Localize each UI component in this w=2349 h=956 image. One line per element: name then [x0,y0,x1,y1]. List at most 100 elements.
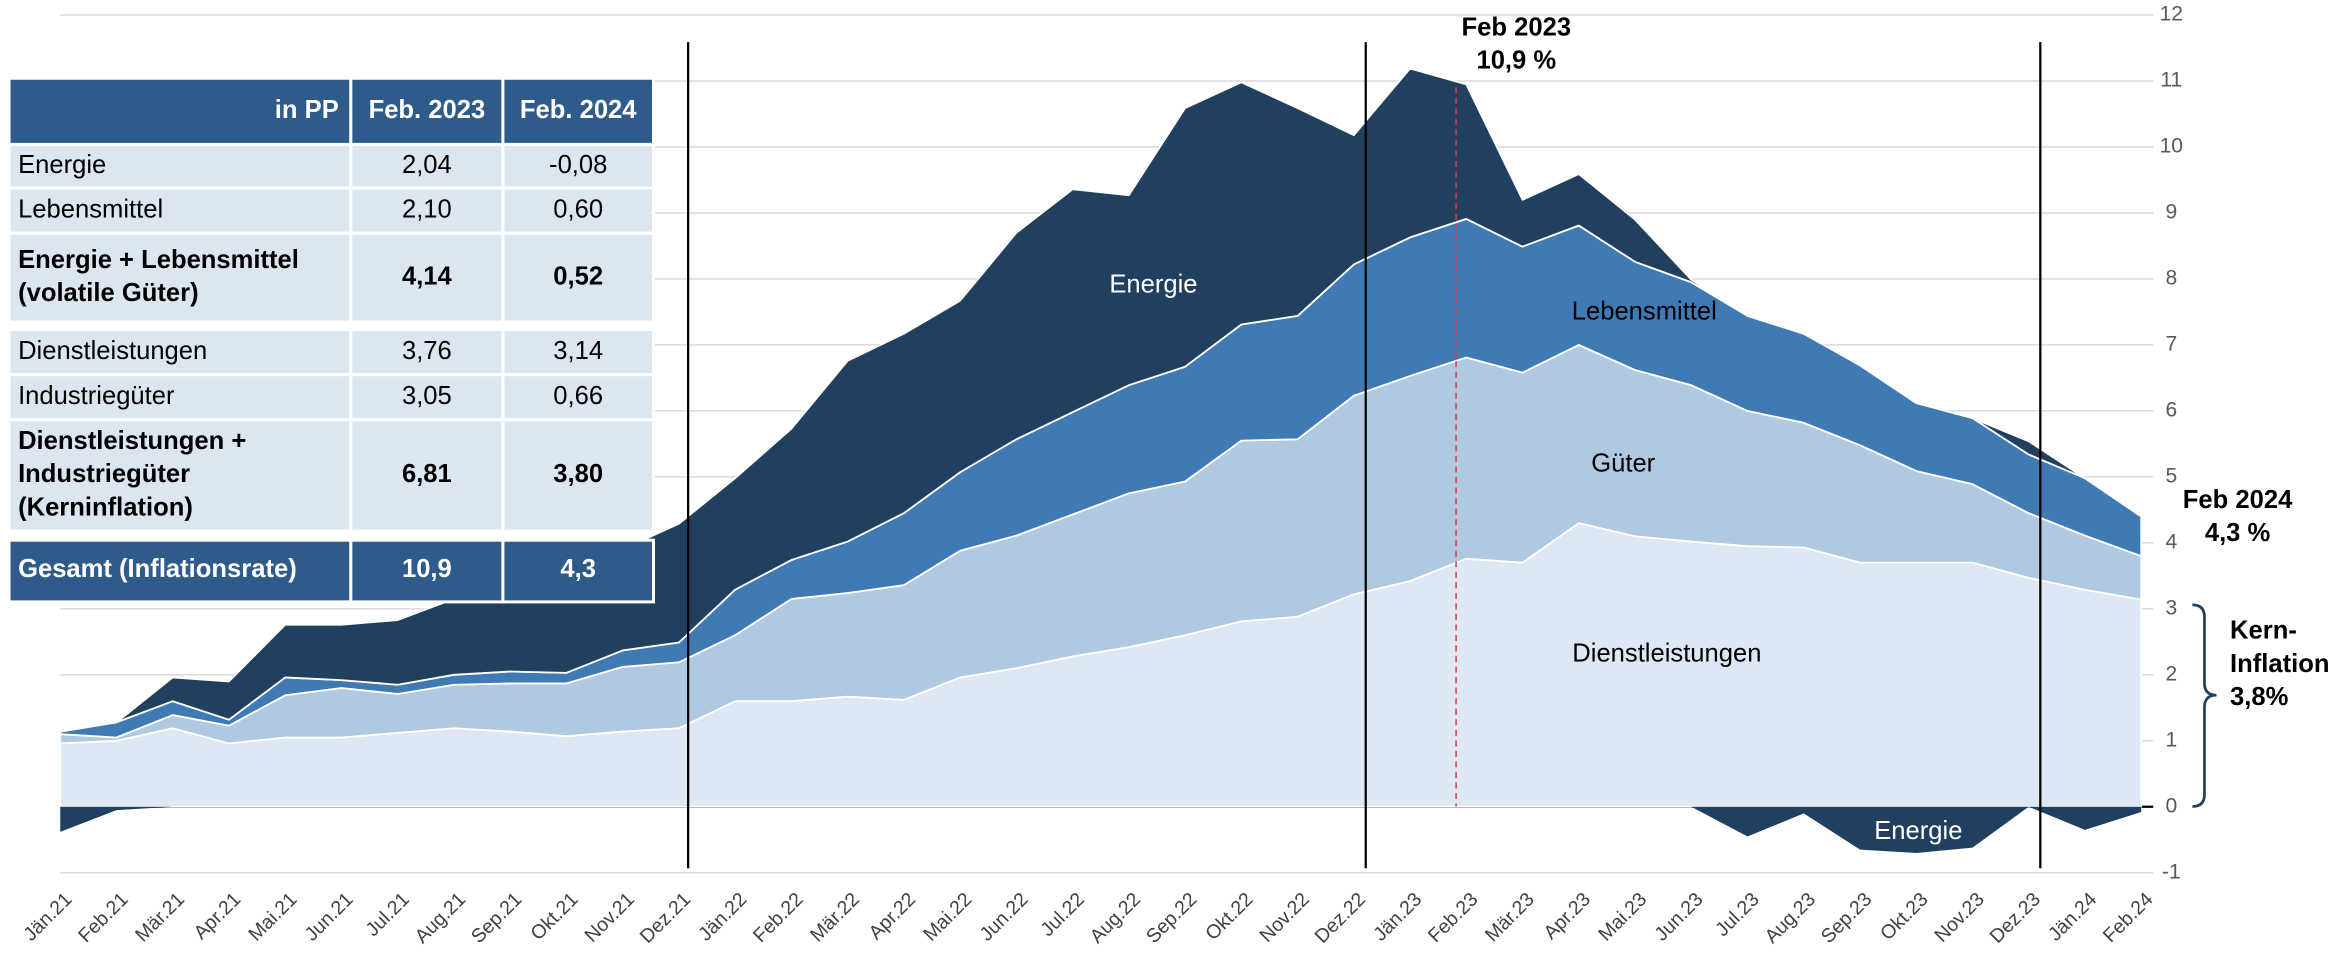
x-tick-label: Apr.21 [190,888,246,944]
area-label: Güter [1591,450,1655,478]
overlay [687,42,2217,869]
x-tick-label: Mai.21 [244,888,301,945]
table-text: 3,05 [402,382,452,410]
annotation: 4,3 % [2205,519,2271,547]
y-tick-label: 3 [2165,596,2177,619]
x-tick-label: Feb.23 [1424,888,1483,947]
x-tick-label: Feb.22 [749,888,808,947]
table-cell [7,231,353,324]
table: in PP Feb. 2023 Feb. 2024 Energie 2,04 -0,08 L… [7,76,656,604]
x-tick-label: Apr.22 [865,888,921,944]
table-text: Industriegüter [18,382,175,410]
x-tick-label: Aug.22 [1086,888,1145,947]
table-cell [7,418,353,533]
y-tick-label: 6 [2165,398,2177,421]
x-tick-label: Feb.21 [74,888,133,947]
y-tick-label: 10 [2160,135,2183,158]
table-text: Feb. 2024 [520,96,637,124]
table-text: Dienstleistungen [18,337,207,365]
table-text: Gesamt (Inflationsrate) [18,555,297,583]
x-tick-label: Jän.24 [2044,888,2101,945]
table-text: 4,3 [560,555,596,583]
x-tick-label: Jän.22 [694,888,751,945]
table-text: Feb. 2023 [369,96,486,124]
x-tick-label: Sep.23 [1817,888,1876,947]
x-tick-label: Feb.24 [2099,888,2158,947]
table-cell [7,373,353,422]
table-text: Industriegüter [18,460,190,488]
table-text: 2,04 [402,151,452,179]
area-negative [60,806,2142,853]
x-tick-label: Mär.21 [131,888,189,946]
x-tick-label: Jän.21 [19,888,76,945]
table-text: (volatile Güter) [18,279,199,307]
area-label: Lebensmittel [1572,298,1717,326]
x-tick-label: Aug.21 [411,888,470,947]
y-tick-label: 9 [2165,201,2177,224]
x-tick-label: Nov.22 [1255,888,1313,946]
area-label: Dienstleistungen [1572,639,1761,667]
table-text: 0,52 [553,262,603,290]
x-tick-label: Sep.21 [467,888,526,947]
table-text: 2,10 [402,195,452,223]
x-tick-label: Dez.22 [1311,888,1370,947]
y-tick-label: 2 [2165,662,2177,685]
y-tick-label: 4 [2165,530,2177,553]
areas [59,67,2143,853]
table-cell [7,76,353,146]
x-tick-label: Jun.21 [301,888,358,945]
brace [2192,603,2217,808]
x-tick-label: Mär.22 [806,888,864,946]
table-text: 3,14 [553,337,603,365]
x-tick-label: Dez.23 [1986,888,2045,947]
annotation: 3,8% [2230,683,2289,711]
table-cell [501,538,656,604]
table-cell [501,373,656,422]
table-cell [501,418,656,533]
table-cell [7,186,353,235]
table-cell [349,76,505,146]
table-text: 4,14 [402,262,453,290]
x-tick-label: Mai.23 [1594,888,1651,945]
annotation: Kern- [2230,617,2297,645]
y-tick-label: 0 [2165,794,2177,817]
x-tick-label: Mär.23 [1481,888,1539,946]
x-tick-label: Jun.23 [1650,888,1707,945]
table-text: Energie [18,151,106,179]
table-text: 3,76 [402,337,452,365]
x-tick-label: Dez.21 [636,888,695,947]
x-tick-label: Okt.23 [1876,888,1932,944]
x-tick-label: Sep.22 [1142,888,1201,947]
area [59,67,2143,733]
table-text: -0,08 [549,151,607,179]
annotation: Inflation [2230,650,2329,678]
annotation: Feb 2024 [2183,486,2293,514]
table-text: in PP [275,96,339,124]
table-text: 6,81 [402,460,452,488]
x-tick-label: Nov.23 [1930,888,1988,946]
x-tick-label: Jul.22 [1036,888,1088,940]
y-tick-label: 12 [2160,3,2183,26]
table-cell [349,231,505,324]
y-tick-label: 11 [2160,69,2182,92]
table-cell [349,418,505,533]
y-tick-label: 5 [2165,464,2177,487]
table-text: 10,9 [402,555,452,583]
table-text: 0,66 [553,382,603,410]
table-cell [7,328,353,377]
x-tick-label: Jul.23 [1711,888,1764,941]
table-text: 3,80 [553,460,603,488]
table-cell [501,328,656,377]
x-tick-label: Mai.22 [919,888,976,945]
table-text: Lebensmittel [18,195,163,223]
y-tick-label: -1 [2162,860,2181,883]
table-text: 0,60 [553,195,603,223]
table-text: Energie + Lebensmittel [18,246,299,274]
area-label: Energie [1109,271,1197,299]
y-tick-label: 7 [2165,333,2177,356]
x-tick-label: Jun.22 [975,888,1032,945]
y-tick-label: 1 [2165,728,2177,751]
table-cell [501,231,656,324]
